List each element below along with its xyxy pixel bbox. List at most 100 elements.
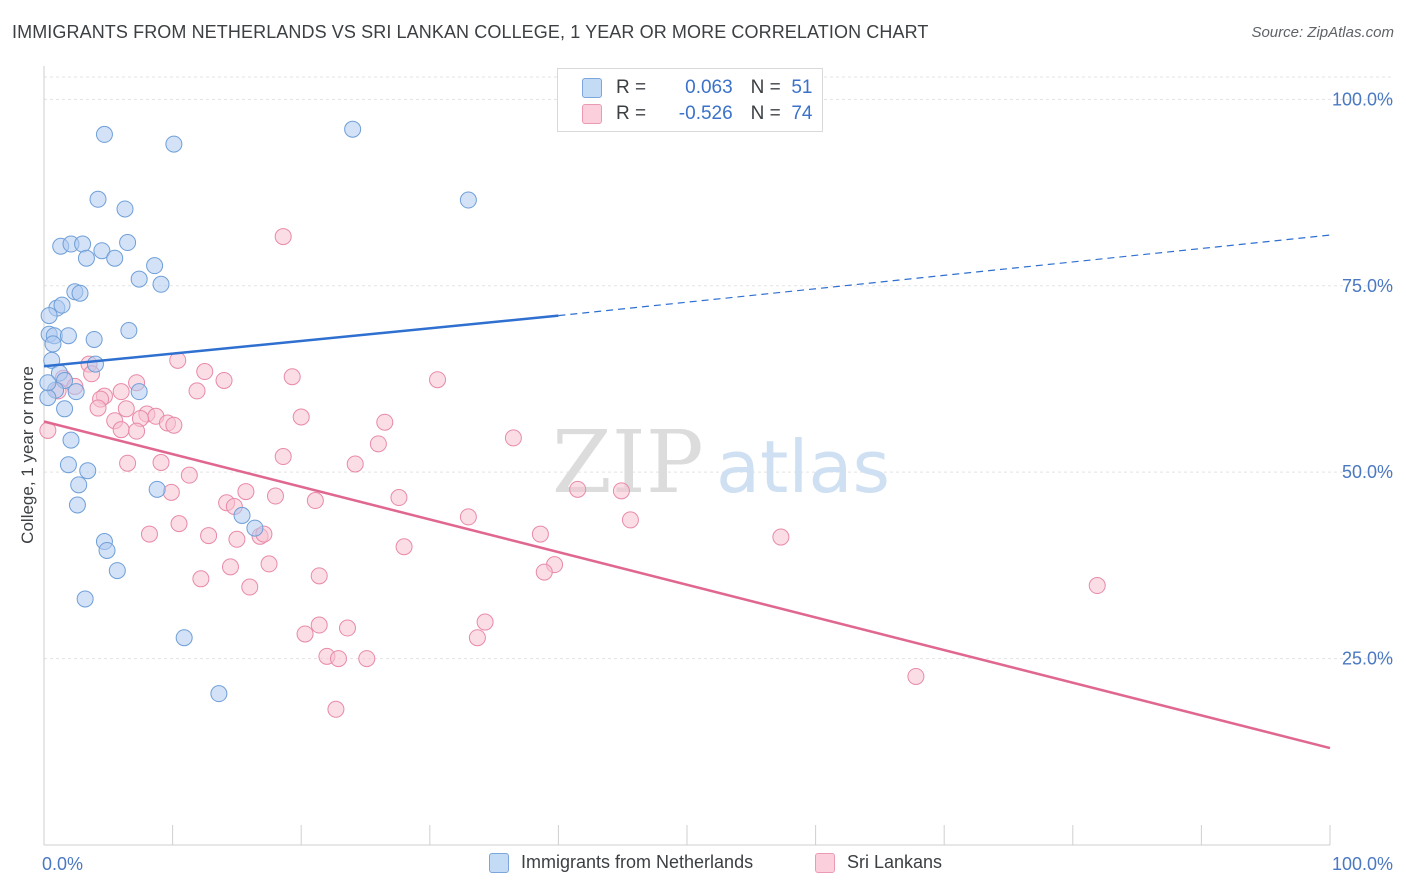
netherlands-point [74, 235, 92, 253]
netherlands-point [148, 480, 166, 498]
y-tick-label: 25.0% [1342, 649, 1393, 669]
sri-lankans-point [221, 558, 239, 576]
sri-lankans-point [327, 700, 345, 718]
sri-lankans-point [612, 482, 630, 500]
netherlands-point [210, 685, 228, 703]
sri-lankans-point [369, 435, 387, 453]
sri-lankans-point [346, 455, 364, 473]
y-tick-label: 100.0% [1332, 89, 1393, 109]
sri-lankans-point [140, 525, 158, 543]
trend-lines [43, 234, 1331, 750]
source-label: Source: ZipAtlas.com [1251, 24, 1394, 41]
legend-swatch-blue [582, 78, 602, 98]
sri-lankans-point [260, 555, 278, 573]
sri-lankans-point [165, 416, 183, 434]
sri-lankans-point [292, 408, 310, 426]
legend-row-netherlands: R = 0.063 N = 51 [582, 76, 812, 100]
netherlands-point [344, 120, 362, 138]
netherlands-point [70, 476, 88, 494]
sri-lankans-point [117, 400, 135, 418]
netherlands-point [76, 590, 94, 608]
netherlands-point [40, 307, 58, 325]
y-tick-label: 75.0% [1342, 276, 1393, 296]
netherlands-point [89, 190, 107, 208]
y-tick-label: 50.0% [1342, 462, 1393, 482]
sri-lankans-point [241, 578, 259, 596]
sri-lankans-point [152, 453, 170, 471]
sri-lankans-point [192, 570, 210, 588]
watermark-atlas: atlas [716, 425, 890, 509]
legend-r-label: R = [616, 103, 647, 124]
sri-lankans-point [266, 487, 284, 505]
sri-lankans-points [39, 228, 1106, 718]
sri-lankans-point [772, 528, 790, 546]
sri-lankans-point [215, 371, 233, 389]
watermark-zip: ZIP [552, 413, 704, 513]
series-legend: Immigrants from Netherlands Sri Lankans [0, 852, 1406, 876]
netherlands-trend-extension [558, 234, 1331, 317]
sri-lankans-point [569, 480, 587, 498]
netherlands-point [165, 135, 183, 153]
netherlands-point [130, 270, 148, 288]
netherlands-point [130, 383, 148, 401]
netherlands-point [77, 249, 95, 267]
legend-item-netherlands[interactable]: Immigrants from Netherlands [489, 852, 753, 873]
netherlands-point [95, 125, 113, 143]
sri-lankans-point [376, 413, 394, 431]
correlation-legend: R = 0.063 N = 51 R = -0.526 N = 74 [557, 68, 823, 132]
netherlands-point [62, 431, 80, 449]
netherlands-point [459, 191, 477, 209]
chart-title: IMMIGRANTS FROM NETHERLANDS VS SRI LANKA… [12, 22, 929, 42]
legend-item-sri-lankans[interactable]: Sri Lankans [815, 852, 942, 873]
sri-lankans-point [188, 382, 206, 400]
sri-lankans-point [621, 511, 639, 529]
legend-n-label: N = [750, 77, 781, 98]
sri-lankans-point [162, 483, 180, 501]
sri-lankans-point [459, 508, 477, 526]
netherlands-point [116, 200, 134, 218]
legend-r-value: 0.063 [685, 77, 733, 98]
sri-lankans-point [468, 629, 486, 647]
netherlands-point [68, 496, 86, 514]
netherlands-point [79, 462, 97, 480]
sri-lankans-point [274, 228, 292, 246]
sri-lankans-point [329, 650, 347, 668]
netherlands-point [67, 383, 85, 401]
sri-lankans-point [119, 454, 137, 472]
sri-lankans-point [180, 466, 198, 484]
sri-lankans-point [196, 363, 214, 381]
sri-lankans-point [310, 567, 328, 585]
netherlands-point [86, 355, 104, 373]
legend-n-value: 51 [791, 77, 813, 98]
netherlands-point [233, 506, 251, 524]
netherlands-point [93, 242, 111, 260]
legend-n-value: 74 [791, 103, 813, 124]
netherlands-point [175, 629, 193, 647]
netherlands-point [108, 562, 126, 580]
sri-lankans-point [338, 619, 356, 637]
sri-lankans-trend-line [43, 420, 1331, 750]
sri-lankans-point [274, 448, 292, 466]
sri-lankans-point [228, 530, 246, 548]
legend-swatch-pink [582, 104, 602, 124]
netherlands-point [44, 335, 62, 353]
netherlands-point [146, 257, 164, 275]
legend-r-value: -0.526 [678, 103, 733, 124]
netherlands-points [39, 120, 477, 703]
netherlands-point [53, 296, 71, 314]
sri-lankans-point [283, 368, 301, 386]
sri-lankans-point [89, 399, 107, 417]
legend-row-sri-lankans: R = -0.526 N = 74 [582, 102, 812, 126]
gridlines [44, 76, 1392, 660]
netherlands-point [98, 541, 116, 559]
legend-swatch-blue [489, 852, 509, 873]
axes [43, 66, 1331, 846]
sri-lankans-point [476, 613, 494, 631]
netherlands-point [246, 519, 264, 537]
tick-labels: 25.0% 50.0% 75.0% 100.0% 0.0% 100.0% [42, 89, 1393, 874]
sri-lankans-point [200, 527, 218, 545]
netherlands-point [106, 249, 124, 267]
x-tick-label: 0.0% [42, 854, 83, 874]
sri-lankans-point [531, 525, 549, 543]
netherlands-point [85, 330, 103, 348]
